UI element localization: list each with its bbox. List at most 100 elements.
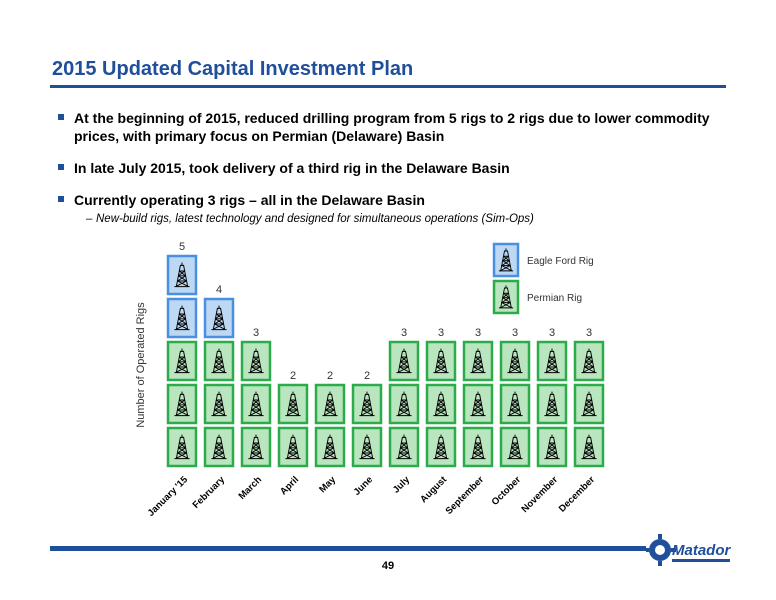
permian-rig-block	[240, 426, 272, 468]
permian-rig-block-box	[573, 426, 605, 468]
permian-rig-block-box	[314, 426, 346, 468]
permian-rig-block	[425, 340, 457, 382]
total-data-label: 2	[364, 370, 370, 382]
x-tick-label: October	[490, 474, 524, 508]
legend-permian: Permian Rig	[492, 279, 582, 315]
x-tick-label: December	[557, 474, 597, 514]
permian-rig-block-box	[203, 383, 235, 425]
eagle-ford-rig-block	[166, 254, 198, 296]
permian-rig-block-box	[240, 426, 272, 468]
permian-rig-block-box	[166, 383, 198, 425]
bullet-text: At the beginning of 2015, reduced drilli…	[74, 110, 710, 144]
permian-rig-block-box	[536, 426, 568, 468]
x-tick-label: May	[317, 474, 338, 495]
permian-rig-block	[573, 383, 605, 425]
bullet-item: Currently operating 3 rigs – all in the …	[58, 191, 738, 209]
permian-rig-block-box	[388, 426, 420, 468]
total-data-label: 3	[549, 327, 555, 339]
permian-rig-block	[536, 340, 568, 382]
permian-rig-block-box	[462, 426, 494, 468]
x-tick-label: March	[237, 474, 265, 502]
permian-rig-block-box	[425, 340, 457, 382]
total-data-label: 3	[438, 327, 444, 339]
permian-rig-block	[277, 426, 309, 468]
permian-rig-block-box	[499, 340, 531, 382]
permian-rig-block	[203, 426, 235, 468]
company-logo: Matador	[646, 534, 732, 566]
permian-rig-block-box	[166, 426, 198, 468]
permian-rig-block	[499, 426, 531, 468]
permian-rig-block-box	[277, 426, 309, 468]
permian-rig-block	[314, 383, 346, 425]
permian-rig-block	[462, 383, 494, 425]
permian-rig-block-box	[536, 340, 568, 382]
total-data-label: 3	[512, 327, 518, 339]
x-tick-label: January '15	[146, 474, 191, 519]
permian-rig-block	[388, 426, 420, 468]
bullet-marker	[58, 196, 64, 202]
permian-rig-block-box	[351, 426, 383, 468]
permian-rig-block	[499, 383, 531, 425]
permian-rig-block-box	[240, 383, 272, 425]
permian-rig-block	[351, 426, 383, 468]
permian-rig-block	[425, 383, 457, 425]
permian-rig-block	[277, 383, 309, 425]
total-data-label: 2	[327, 370, 333, 382]
permian-rig-block-box	[499, 383, 531, 425]
permian-rig-block-box	[314, 383, 346, 425]
permian-rig-block	[166, 426, 198, 468]
permian-rig-block	[425, 426, 457, 468]
permian-rig-block	[166, 340, 198, 382]
sub-bullet-marker: –	[86, 213, 93, 225]
title-divider	[50, 85, 726, 88]
bullet-marker	[58, 114, 64, 120]
x-tick-label: February	[191, 474, 228, 511]
permian-rig-block-box	[573, 340, 605, 382]
permian-rig-block-box	[203, 340, 235, 382]
permian-rig-block	[388, 340, 420, 382]
x-tick-label: June	[352, 474, 375, 497]
page-number: 49	[381, 560, 395, 572]
bullet-text: In late July 2015, took delivery of a th…	[74, 160, 510, 176]
permian-rig-block	[203, 383, 235, 425]
total-data-label: 2	[290, 370, 296, 382]
permian-rig-block-box	[240, 340, 272, 382]
x-tick-label: November	[519, 474, 560, 515]
permian-rig-block-box	[573, 383, 605, 425]
permian-rig-block	[536, 426, 568, 468]
legend: Eagle Ford Rig Permian Rig	[492, 242, 594, 315]
eagle-ford-rig-block-box	[166, 254, 198, 296]
permian-rig-block-box	[536, 383, 568, 425]
total-data-label: 4	[216, 284, 222, 296]
permian-rig-block-box	[203, 426, 235, 468]
permian-rig-block	[314, 426, 346, 468]
y-axis-label: Number of Operated Rigs	[135, 302, 147, 428]
legend-label: Eagle Ford Rig	[527, 256, 594, 267]
bullet-text: Currently operating 3 rigs – all in the …	[74, 192, 425, 208]
x-tick-label: July	[391, 474, 413, 496]
permian-rig-block	[351, 383, 383, 425]
total-data-label: 5	[179, 241, 185, 253]
permian-rig-block-box	[425, 383, 457, 425]
x-tick-label: August	[418, 474, 450, 506]
sub-bullet-text: New-build rigs, latest technology and de…	[96, 213, 534, 225]
eagle-ford-rig-block-box	[166, 297, 198, 339]
bullet-item: At the beginning of 2015, reduced drilli…	[58, 109, 738, 145]
eagle-ford-rig-block-box	[203, 297, 235, 339]
permian-rig-block	[462, 340, 494, 382]
permian-rig-block	[203, 340, 235, 382]
total-data-label: 3	[586, 327, 592, 339]
legend-label: Permian Rig	[527, 293, 582, 304]
total-data-label: 3	[253, 327, 259, 339]
legend-eagle-ford: Eagle Ford Rig	[492, 242, 594, 278]
sub-bullet-item: – New-build rigs, latest technology and …	[58, 213, 738, 225]
slide-title: 2015 Updated Capital Investment Plan	[52, 58, 414, 80]
permian-rig-block-box	[388, 383, 420, 425]
permian-rig-block-box	[166, 340, 198, 382]
permian-rig-block	[499, 340, 531, 382]
permian-rig-block	[573, 340, 605, 382]
permian-rig-block-box	[351, 383, 383, 425]
permian-rig-block-box	[499, 426, 531, 468]
permian-rig-block	[536, 383, 568, 425]
bullet-list: At the beginning of 2015, reduced drilli…	[58, 109, 738, 225]
